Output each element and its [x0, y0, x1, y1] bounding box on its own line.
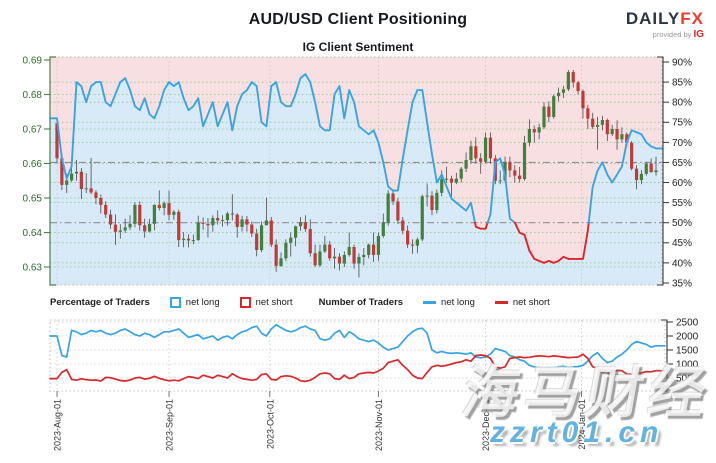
svg-text:0.63: 0.63 — [23, 262, 43, 273]
chart-subtitle: IG Client Sentiment — [302, 40, 414, 54]
legend-num-net-long-label: net long — [441, 297, 475, 308]
svg-text:0.64: 0.64 — [23, 228, 43, 239]
svg-text:1500: 1500 — [676, 345, 699, 356]
svg-text:2023-Sep-01: 2023-Sep-01 — [165, 399, 175, 451]
svg-text:80%: 80% — [672, 98, 692, 109]
svg-text:2023-Dec-01: 2023-Dec-01 — [481, 399, 491, 451]
svg-text:0.68: 0.68 — [23, 90, 43, 101]
svg-text:45%: 45% — [672, 238, 692, 249]
svg-text:0.65: 0.65 — [23, 193, 43, 204]
svg-text:2000: 2000 — [676, 331, 699, 342]
svg-text:50%: 50% — [672, 218, 692, 229]
legend-number-of-traders-label: Number of Traders — [318, 297, 404, 308]
svg-text:35%: 35% — [672, 278, 692, 289]
logo-provided-by: provided by IG — [652, 29, 704, 40]
logo-fx: FX — [680, 9, 704, 28]
page-title: AUD/USD Client Positioning — [248, 11, 468, 28]
svg-text:500: 500 — [676, 373, 693, 384]
svg-text:2500: 2500 — [676, 317, 699, 328]
legend-percentage-of-traders-label: Percentage of Traders — [50, 297, 150, 308]
net-long-line-icon — [423, 301, 437, 304]
svg-text:55%: 55% — [672, 198, 692, 209]
svg-text:2024-Jan-01: 2024-Jan-01 — [577, 399, 587, 450]
svg-text:0.67: 0.67 — [23, 124, 43, 135]
ig-logo: IG — [693, 29, 704, 40]
svg-text:2023-Oct-01: 2023-Oct-01 — [265, 399, 275, 449]
watermark-url: zzrt01.cn — [490, 416, 664, 449]
svg-text:40%: 40% — [672, 258, 692, 269]
svg-text:0.66: 0.66 — [23, 159, 43, 170]
legend-num-net-short-label: net short — [512, 297, 550, 308]
svg-text:60%: 60% — [672, 178, 692, 189]
net-short-square-icon — [239, 297, 251, 308]
legend-pct-net-long-label: net long — [185, 297, 220, 308]
svg-text:0.69: 0.69 — [23, 55, 43, 66]
svg-text:70%: 70% — [672, 138, 692, 149]
legend-pct-net-short-label: net short — [255, 297, 293, 308]
dailyfx-logo: DAILYFX provided by IG — [626, 9, 704, 40]
net-short-line-icon — [494, 301, 508, 304]
net-long-square-icon — [169, 297, 181, 308]
svg-text:85%: 85% — [672, 77, 692, 88]
svg-text:65%: 65% — [672, 158, 692, 169]
svg-text:1000: 1000 — [676, 359, 699, 370]
dailyfx-logo-text: DAILYFX — [626, 9, 704, 29]
svg-text:90%: 90% — [672, 57, 692, 68]
svg-text:2023-Aug-01: 2023-Aug-01 — [53, 399, 63, 451]
logo-daily: DAILY — [625, 9, 681, 28]
svg-text:75%: 75% — [672, 118, 692, 129]
svg-text:2023-Nov-01: 2023-Nov-01 — [374, 399, 384, 451]
chart-legend: Percentage of Traders net long net short… — [50, 297, 550, 308]
